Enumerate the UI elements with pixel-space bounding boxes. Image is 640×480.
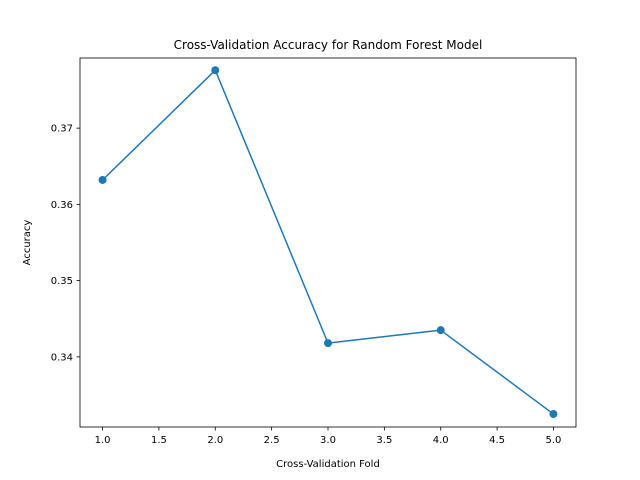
x-tick-label: 1.5 [151, 435, 167, 446]
x-tick-label: 2.0 [207, 435, 223, 446]
data-point-fold-3 [324, 339, 332, 348]
data-point-fold-2 [211, 66, 220, 75]
data-point-fold-1 [98, 175, 107, 184]
x-tick-label: 4.5 [489, 435, 505, 446]
x-axis-ticks: 1.0 1.5 2.0 2.5 3.0 3.5 4.0 4.5 5.0 [95, 427, 562, 446]
x-tick-label: 5.0 [546, 435, 562, 446]
y-axis-label: Accuracy [22, 220, 33, 266]
x-tick-label: 1.0 [95, 435, 111, 446]
x-tick-label: 4.0 [433, 435, 449, 446]
y-tick-label: 0.35 [51, 276, 73, 287]
plot-frame [79, 57, 577, 428]
y-tick-label: 0.34 [51, 352, 73, 363]
data-point-fold-5 [549, 410, 558, 419]
x-tick-label: 3.5 [376, 435, 392, 446]
x-tick-label: 2.5 [264, 435, 280, 446]
plot-area [98, 66, 558, 419]
y-tick-label: 0.37 [51, 124, 73, 135]
chart-title: Cross-Validation Accuracy for Random For… [174, 38, 483, 52]
x-tick-label: 3.0 [320, 435, 336, 446]
y-axis-ticks: 0.34 0.35 0.36 0.37 [51, 124, 80, 363]
x-axis-label: Cross-Validation Fold [276, 459, 380, 470]
y-tick-label: 0.36 [51, 200, 73, 211]
data-point-fold-4 [436, 326, 445, 335]
